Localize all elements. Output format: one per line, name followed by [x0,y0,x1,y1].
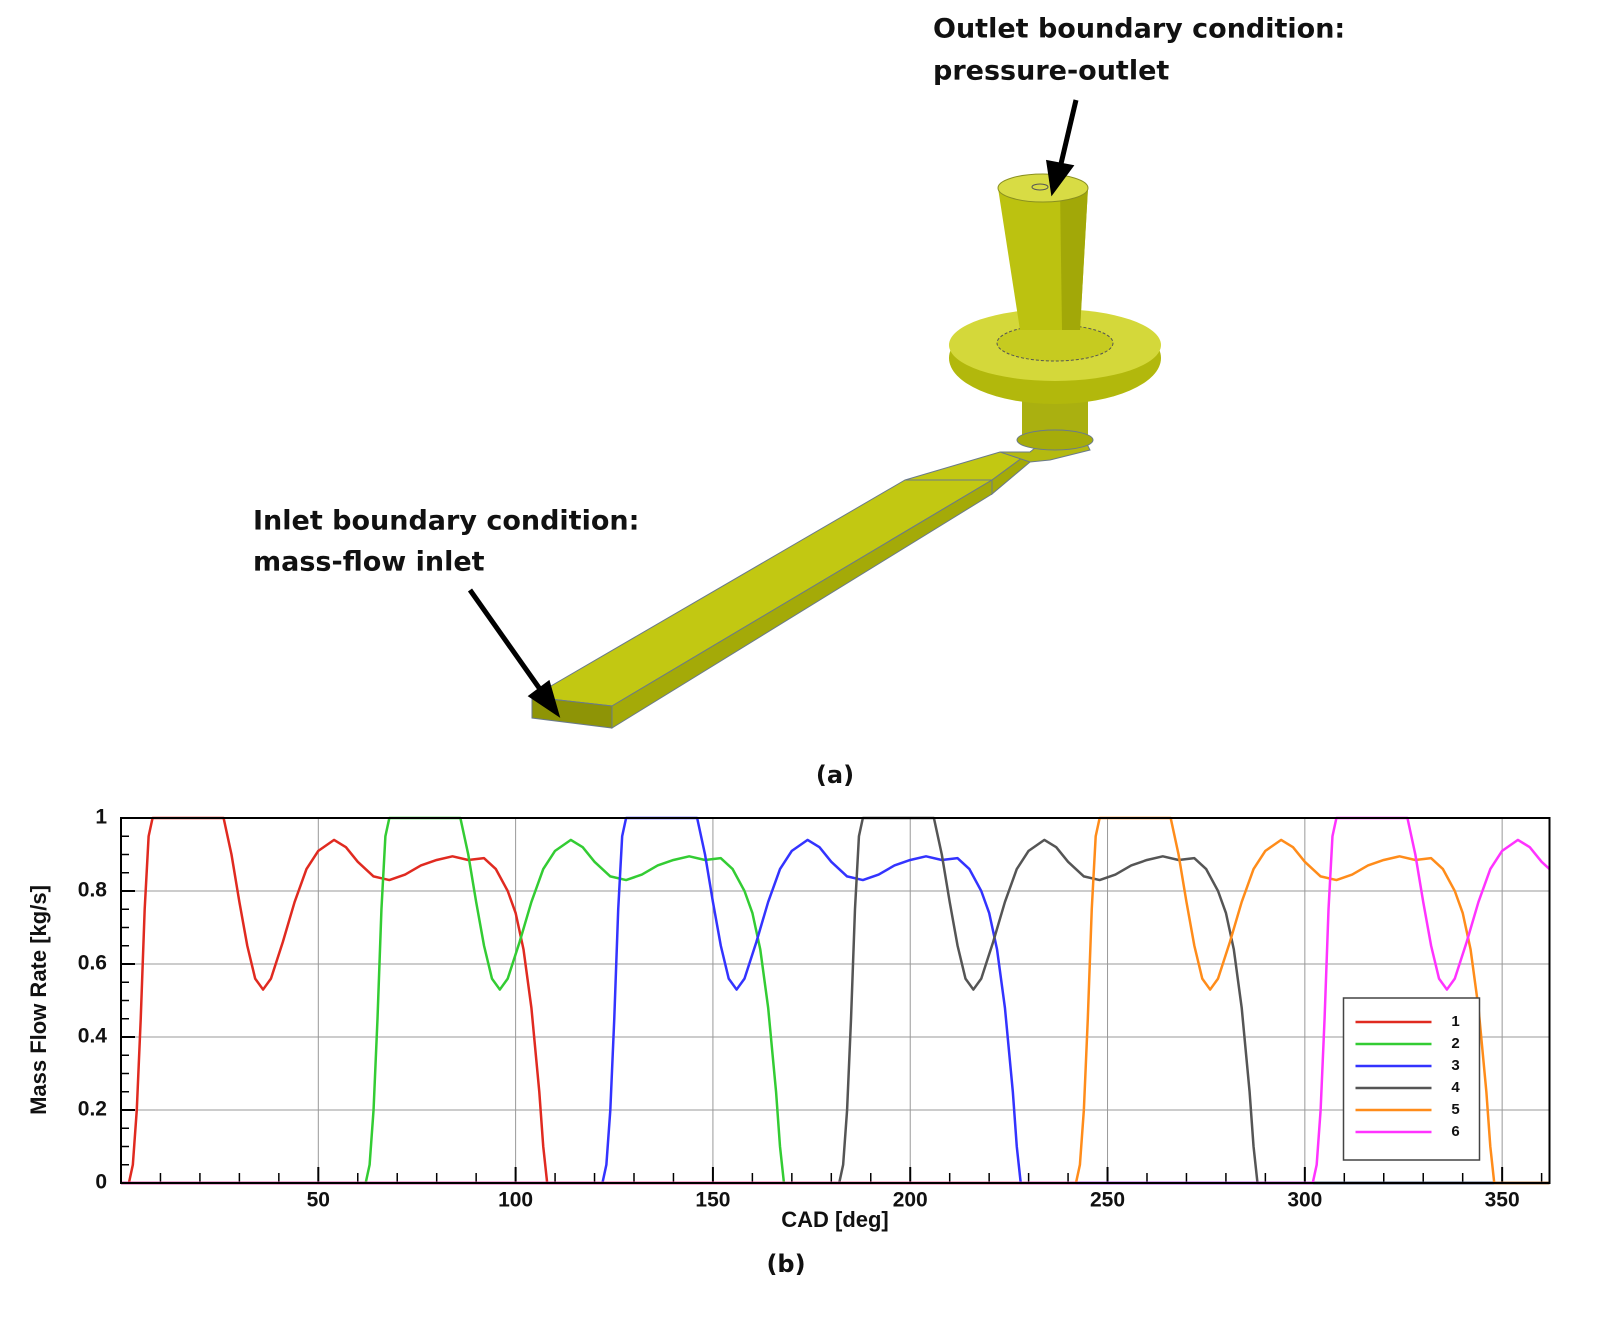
caption-a: (a) [816,761,854,789]
inlet-arrow-head [527,679,561,718]
x-tick-label: 350 [1485,1189,1520,1212]
caption-b: (b) [766,1250,805,1278]
inlet-label: mass-flow inlet [253,547,485,578]
series-line [121,816,1551,1185]
legend-label: 6 [1451,1123,1459,1140]
legend: 1 2 3 4 5 6 [1342,997,1481,1161]
geometry-render [530,173,1161,729]
x-tick-label: 100 [498,1189,533,1212]
x-tick-label: 300 [1287,1189,1322,1212]
inlet-label: Inlet boundary condition: [253,506,639,537]
y-tick-label: 0.6 [78,952,107,975]
x-axis-label: CAD [deg] [781,1207,889,1232]
series-line [121,816,1550,1185]
outlet-hole [1031,183,1049,191]
x-tick-label: 250 [1090,1189,1125,1212]
cylinder-base [1016,429,1094,451]
y-axis-label: Mass Flow Rate [kg/s] [26,885,51,1115]
series-line [121,816,1550,1185]
y-tick-label: 1 [95,806,107,829]
outlet-face [997,173,1089,203]
outlet-label: pressure-outlet [933,56,1169,87]
y-tick-label: 0.8 [78,879,108,902]
y-tick-label: 0.2 [78,1098,107,1121]
legend-label: 1 [1451,1013,1459,1030]
y-tick-label: 0.4 [78,1025,108,1048]
outlet-arrow [1057,99,1079,169]
duct-side [611,479,993,729]
y-tick-label: 0 [95,1171,107,1194]
series-line [121,816,1550,1185]
arrows [467,99,1079,718]
legend-label: 5 [1451,1101,1459,1118]
outlet-arrow-head [1046,159,1075,197]
outlet-label: Outlet boundary condition: [933,14,1345,45]
outlet-cone-shade [1060,188,1088,330]
series-line [121,816,1550,1185]
legend-label: 3 [1451,1057,1459,1074]
x-tick-label: 150 [695,1189,730,1212]
series-line [121,816,1550,1185]
legend-label: 4 [1451,1079,1460,1096]
plot-background [121,818,1550,1183]
plot-frame [120,817,1551,1184]
x-tick-label: 50 [307,1189,330,1212]
legend-label: 2 [1451,1035,1459,1052]
x-tick-label: 200 [893,1189,928,1212]
volute-blades [996,324,1114,362]
inlet-arrow [467,588,545,694]
